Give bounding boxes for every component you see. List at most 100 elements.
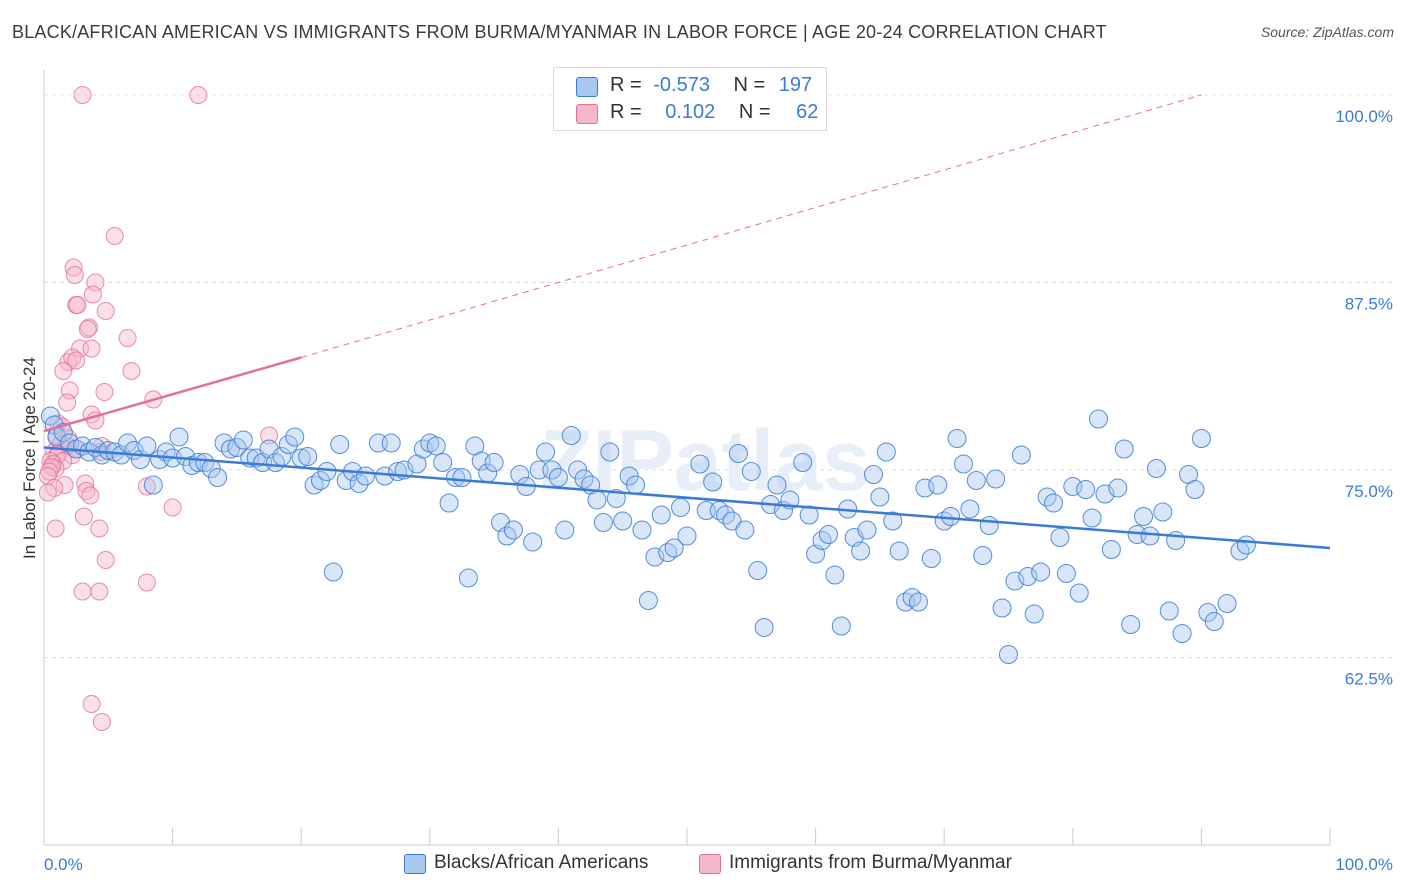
pink-point	[54, 452, 73, 470]
blue-point	[1005, 571, 1025, 591]
blue-point	[298, 447, 318, 466]
pink-point	[82, 339, 101, 358]
series-legend: Blacks/African Americans Immigrants from…	[0, 852, 1406, 878]
pink-point	[96, 551, 115, 569]
blue-point	[754, 618, 774, 637]
pink-point	[54, 362, 73, 380]
pink-point	[137, 477, 156, 496]
blue-point	[741, 462, 761, 481]
blue-point	[1217, 594, 1237, 613]
pink-point	[78, 320, 97, 338]
blue-point	[831, 616, 851, 636]
blue-point	[973, 546, 993, 565]
blue-point	[1011, 445, 1031, 465]
pink-point	[55, 476, 74, 494]
blue-point	[1108, 478, 1128, 498]
blue-point	[118, 433, 138, 453]
pink-point	[38, 483, 57, 502]
blue-point	[349, 474, 369, 493]
pink-point	[118, 329, 137, 347]
blue-point	[941, 507, 961, 526]
blue-point	[1185, 480, 1205, 499]
legend-r-value: 0.102	[665, 101, 716, 123]
legend-r-label: R =	[610, 101, 642, 123]
blue-point	[645, 547, 665, 567]
blue-point	[664, 538, 684, 558]
blue-point	[947, 429, 967, 448]
pink-point	[96, 302, 115, 320]
pink-point	[137, 573, 156, 592]
series-legend-swatch-pink	[699, 854, 721, 874]
blue-point	[986, 469, 1006, 489]
y-tick-label: 100.0%	[1335, 107, 1393, 126]
blue-point	[992, 598, 1012, 618]
blue-point	[356, 466, 375, 486]
pink-point	[68, 296, 87, 314]
pink-point	[122, 362, 141, 380]
series-legend-swatch-blue	[404, 854, 426, 874]
y-tick-labels: 62.5% 75.0% 87.5% 100.0%	[1335, 107, 1393, 689]
blue-point	[285, 427, 305, 447]
legend-r-value: -0.573	[653, 74, 710, 96]
correlation-legend: R = -0.573 N = 197 R = 0.102 N = 62	[553, 67, 827, 131]
pink-point	[64, 258, 83, 277]
blue-point	[876, 442, 896, 462]
blue-point	[1089, 409, 1109, 429]
blue-point	[703, 472, 723, 492]
blue-point	[638, 591, 658, 610]
pink-point	[65, 266, 84, 284]
legend-n-value: 197	[778, 74, 813, 96]
pink-point	[95, 383, 114, 401]
blue-point	[966, 471, 986, 490]
blue-point	[1204, 612, 1224, 631]
blue-point	[793, 453, 813, 472]
blue-point	[1082, 508, 1102, 528]
blue-point	[458, 568, 478, 588]
blue-point	[1159, 601, 1179, 621]
legend-n-value: 62	[796, 101, 819, 123]
blue-point	[851, 541, 871, 561]
pink-point	[189, 86, 208, 104]
series-legend-label-pink: Immigrants from Burma/Myanmar	[729, 852, 1012, 873]
blue-point	[1172, 624, 1192, 643]
blue-point	[1140, 526, 1160, 546]
blue-point	[1146, 459, 1166, 478]
pink-trend-line	[43, 356, 302, 433]
blue-point	[1191, 429, 1211, 448]
pink-point	[73, 582, 92, 601]
blue-point	[1095, 484, 1115, 504]
blue-point	[735, 520, 755, 540]
blue-point	[1018, 567, 1038, 586]
blue-point	[908, 592, 928, 612]
pink-point	[45, 479, 64, 497]
x-tick-label-max: 100.0%	[1335, 855, 1393, 874]
blue-point	[690, 454, 710, 474]
pink-point	[60, 381, 79, 400]
pink-point	[74, 507, 93, 526]
blue-point	[883, 511, 903, 531]
blue-point	[1069, 583, 1089, 603]
blue-point	[915, 478, 935, 498]
blue-point	[1044, 493, 1064, 513]
blue-point	[323, 562, 343, 582]
blue-point	[98, 441, 118, 460]
blue-point	[921, 549, 941, 568]
blue-point	[548, 468, 568, 487]
pink-point	[46, 519, 65, 538]
pink-point	[80, 318, 99, 337]
blue-point	[677, 526, 697, 546]
pink-point	[76, 474, 95, 493]
blue-point	[1121, 615, 1141, 634]
blue-point	[626, 475, 646, 495]
grid-lines	[44, 94, 1393, 658]
blue-point	[593, 513, 613, 532]
blue-point	[381, 433, 401, 453]
pink-series-points	[38, 86, 279, 731]
blue-point	[999, 645, 1018, 664]
blue-point	[870, 487, 890, 507]
pink-point	[82, 695, 101, 713]
pink-point	[105, 227, 124, 245]
y-tick-label: 62.5%	[1345, 670, 1393, 689]
pink-point	[67, 351, 86, 370]
blue-point	[1056, 564, 1076, 583]
